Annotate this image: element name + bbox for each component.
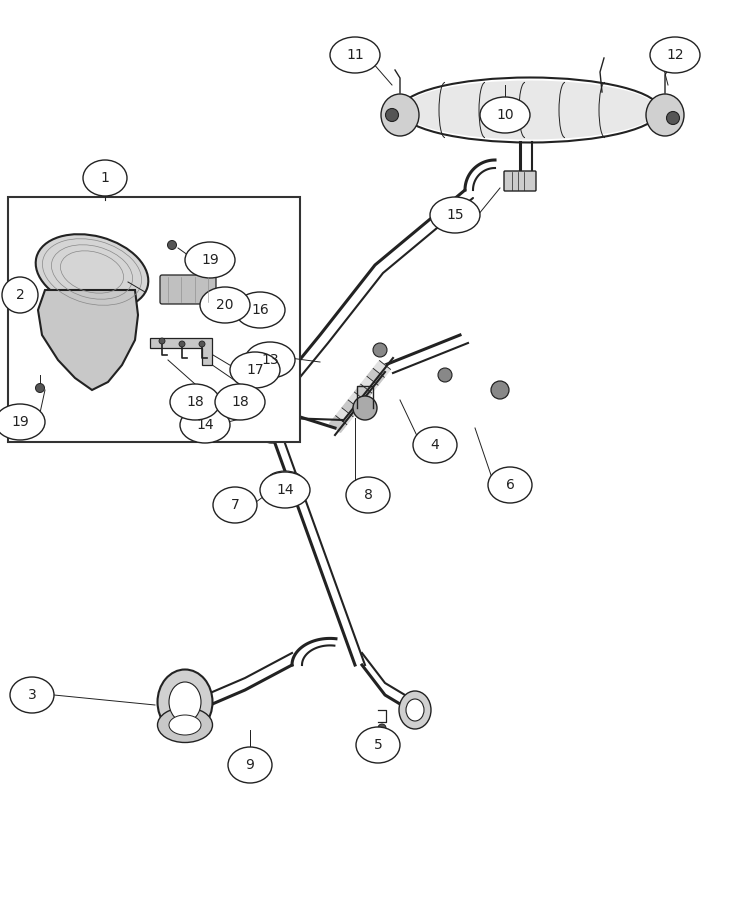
Text: 18: 18 (186, 395, 204, 409)
Text: 2: 2 (16, 288, 24, 302)
Polygon shape (38, 290, 138, 390)
Polygon shape (150, 338, 212, 365)
Polygon shape (336, 408, 353, 425)
Ellipse shape (0, 404, 45, 440)
Ellipse shape (346, 477, 390, 513)
Ellipse shape (185, 242, 235, 278)
Ellipse shape (381, 94, 419, 136)
Text: 14: 14 (196, 418, 214, 432)
Text: 3: 3 (27, 688, 36, 702)
Text: 10: 10 (496, 108, 514, 122)
Ellipse shape (488, 467, 532, 503)
Ellipse shape (228, 747, 272, 783)
Polygon shape (373, 361, 391, 377)
Ellipse shape (413, 427, 457, 463)
Ellipse shape (406, 699, 424, 721)
FancyBboxPatch shape (160, 275, 216, 304)
Text: 19: 19 (11, 415, 29, 429)
Polygon shape (354, 384, 372, 400)
Circle shape (245, 760, 255, 770)
Circle shape (199, 341, 205, 347)
Ellipse shape (213, 487, 257, 523)
Ellipse shape (261, 404, 283, 432)
FancyBboxPatch shape (8, 197, 300, 442)
Ellipse shape (480, 97, 530, 133)
Ellipse shape (260, 472, 310, 508)
Ellipse shape (200, 287, 250, 323)
Circle shape (159, 338, 165, 344)
Text: 6: 6 (505, 478, 514, 492)
Ellipse shape (170, 384, 220, 420)
Text: 20: 20 (216, 298, 233, 312)
Text: 9: 9 (245, 758, 254, 772)
Ellipse shape (399, 691, 431, 729)
Polygon shape (348, 392, 365, 409)
Ellipse shape (169, 715, 201, 735)
Ellipse shape (180, 407, 230, 443)
Ellipse shape (215, 384, 265, 420)
Circle shape (378, 724, 386, 732)
FancyBboxPatch shape (504, 171, 536, 191)
Text: 12: 12 (666, 48, 684, 62)
Ellipse shape (356, 727, 400, 763)
Ellipse shape (245, 342, 295, 378)
Ellipse shape (83, 160, 127, 196)
Text: 16: 16 (251, 303, 269, 317)
Text: 1: 1 (101, 171, 110, 185)
Text: 5: 5 (373, 738, 382, 752)
Ellipse shape (158, 707, 213, 742)
Text: 17: 17 (246, 363, 264, 377)
Text: 13: 13 (261, 353, 279, 367)
Ellipse shape (10, 677, 54, 713)
Ellipse shape (646, 94, 684, 136)
Text: 8: 8 (364, 488, 373, 502)
Text: 4: 4 (431, 438, 439, 452)
Ellipse shape (430, 197, 480, 233)
Ellipse shape (158, 670, 213, 734)
Circle shape (385, 109, 399, 122)
Ellipse shape (36, 234, 148, 310)
Ellipse shape (235, 292, 285, 328)
Circle shape (491, 381, 509, 399)
Ellipse shape (330, 37, 380, 73)
Ellipse shape (2, 277, 38, 313)
Text: 18: 18 (231, 395, 249, 409)
Circle shape (666, 112, 679, 124)
Text: 15: 15 (446, 208, 464, 222)
Circle shape (36, 383, 44, 392)
Ellipse shape (402, 80, 657, 140)
Polygon shape (367, 368, 385, 385)
Polygon shape (342, 400, 359, 417)
Ellipse shape (268, 471, 302, 489)
Circle shape (353, 396, 377, 420)
Text: 19: 19 (201, 253, 219, 267)
Circle shape (179, 341, 185, 347)
Text: 7: 7 (230, 498, 239, 512)
Ellipse shape (251, 393, 293, 443)
Circle shape (167, 240, 176, 249)
Polygon shape (361, 376, 378, 393)
Polygon shape (330, 416, 347, 432)
Ellipse shape (230, 352, 280, 388)
Text: 11: 11 (346, 48, 364, 62)
Ellipse shape (169, 682, 201, 722)
Circle shape (373, 343, 387, 357)
Text: 14: 14 (276, 483, 294, 497)
Ellipse shape (650, 37, 700, 73)
Circle shape (438, 368, 452, 382)
